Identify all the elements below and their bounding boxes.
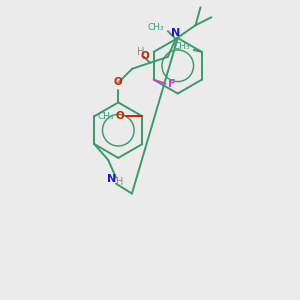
Text: O: O (116, 111, 124, 121)
Text: CH₃: CH₃ (173, 43, 190, 52)
Text: H: H (116, 177, 123, 187)
Text: H: H (137, 47, 145, 57)
Text: CH₃: CH₃ (147, 22, 164, 32)
Text: N: N (107, 174, 117, 184)
Text: O: O (141, 51, 149, 61)
Text: O: O (114, 76, 123, 87)
Text: N: N (171, 28, 180, 38)
Text: F: F (168, 79, 175, 88)
Text: CH₃: CH₃ (98, 112, 115, 121)
